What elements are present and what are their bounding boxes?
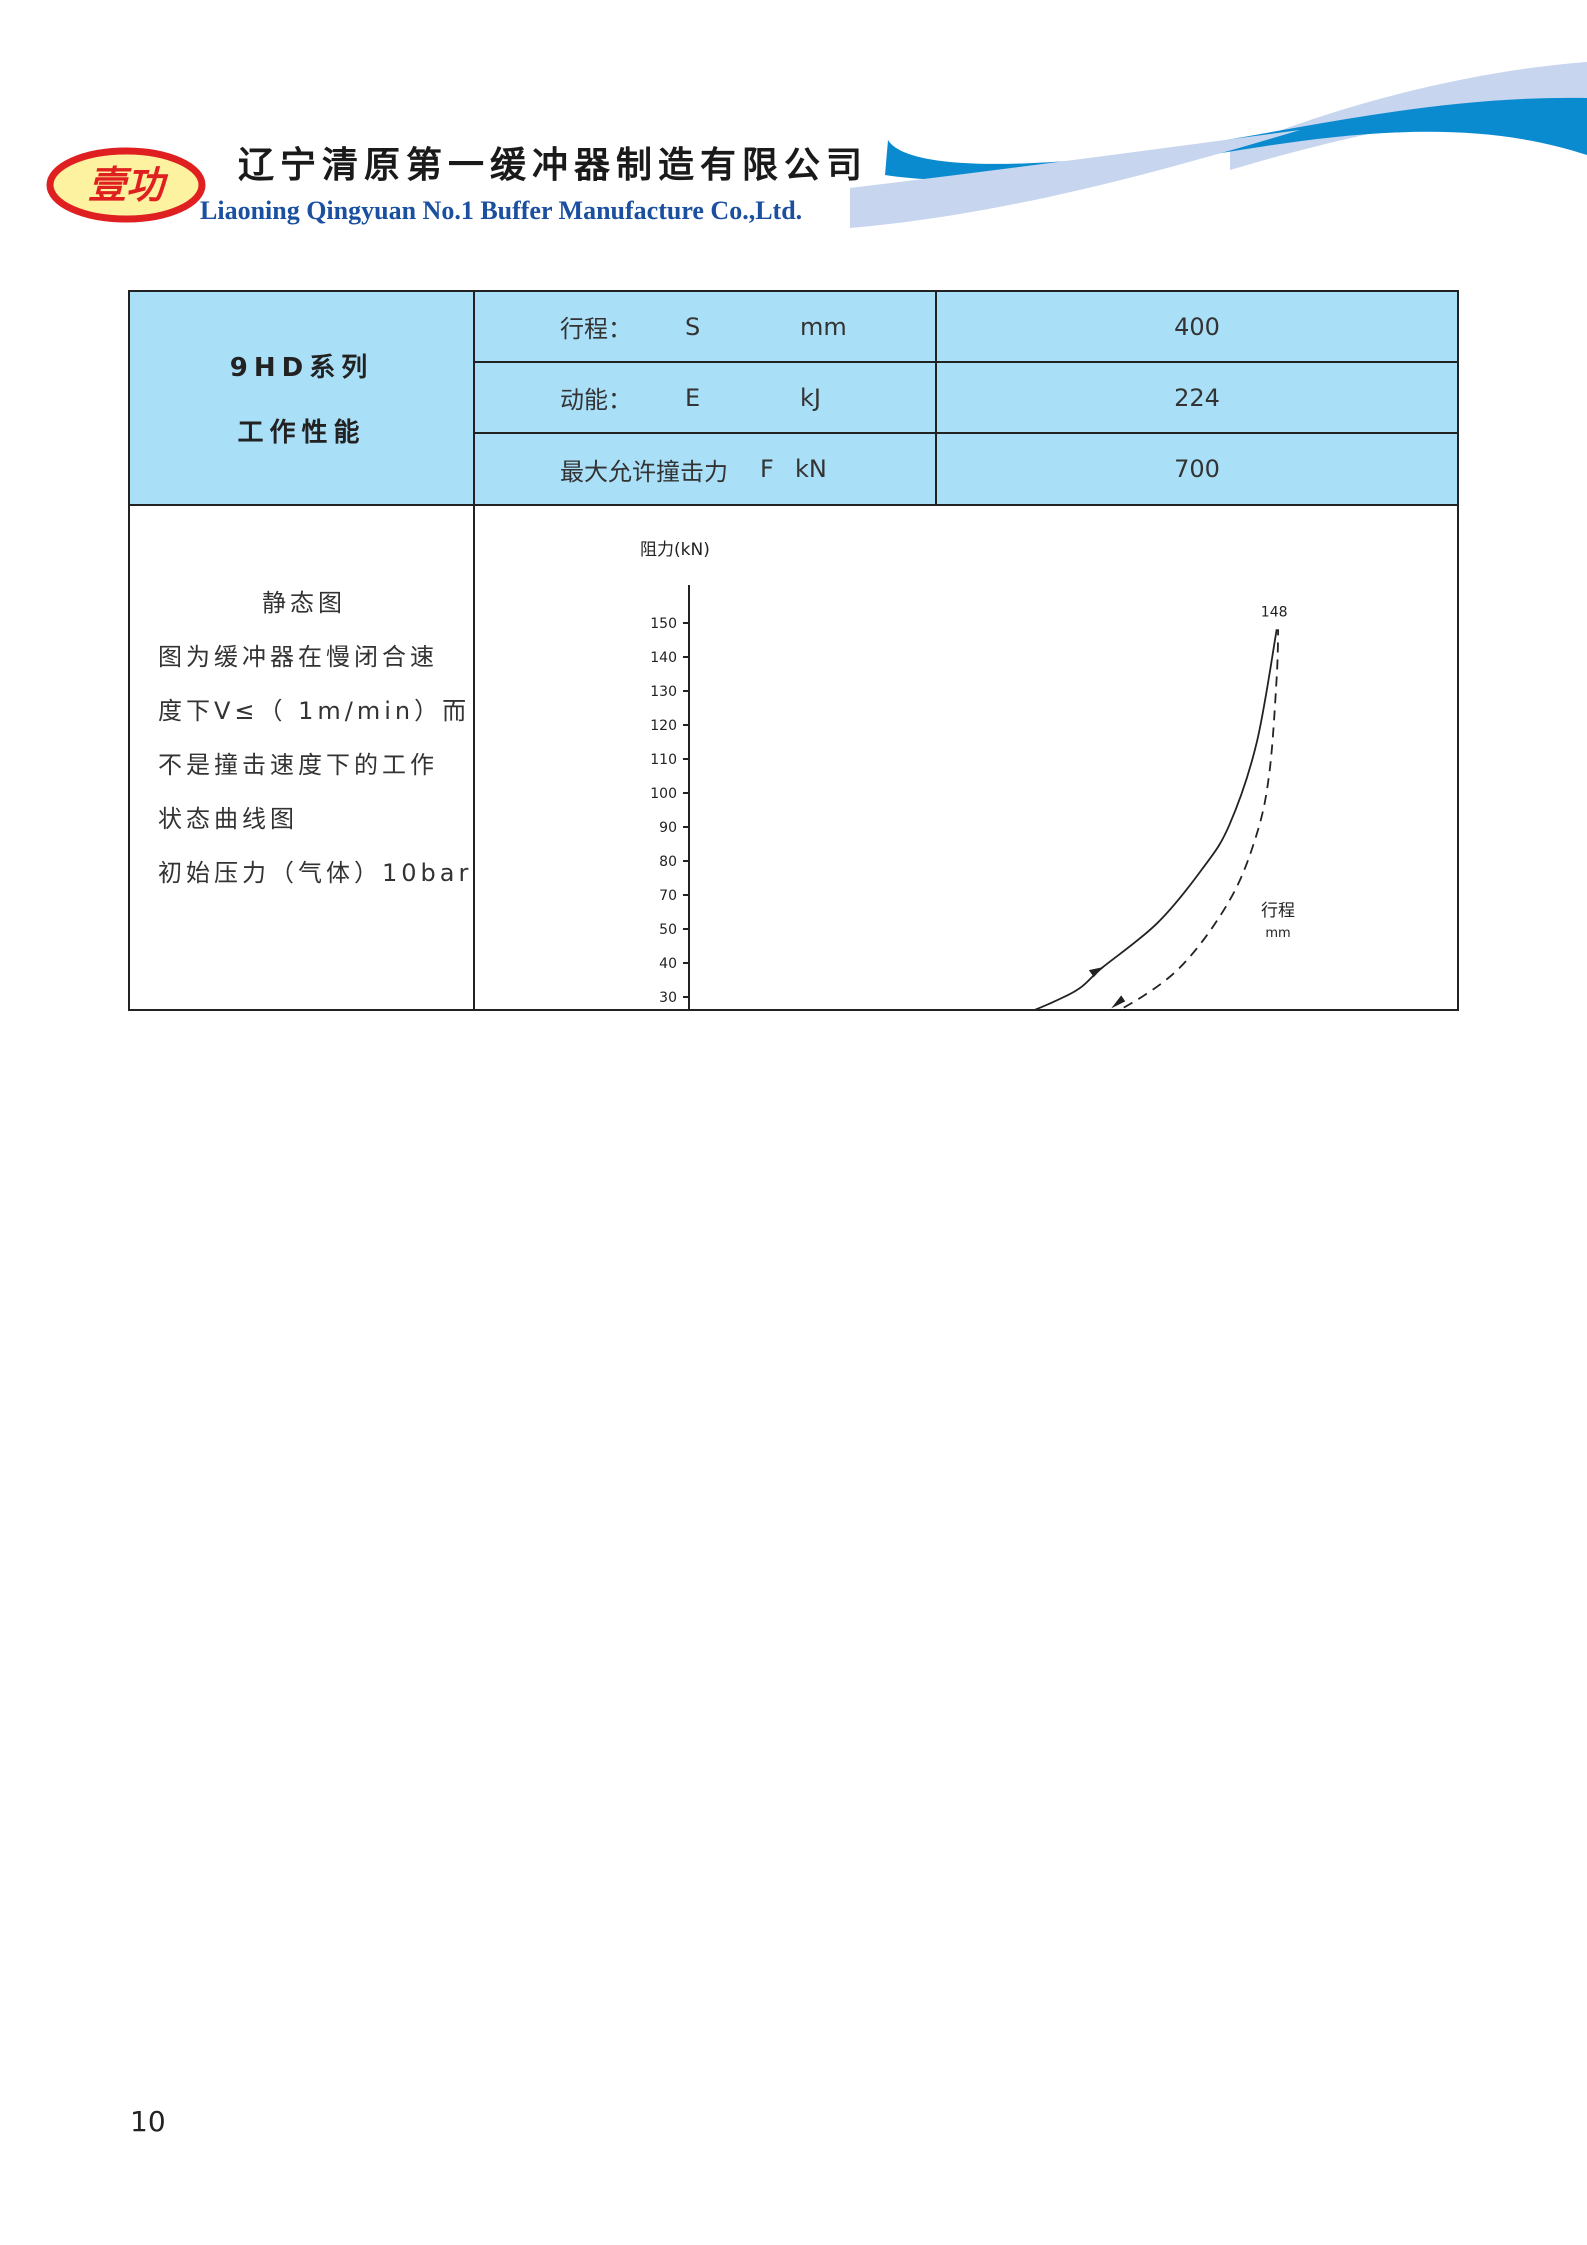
y-tick-label: 130 xyxy=(650,684,677,700)
param-symbol: E xyxy=(685,383,701,412)
description-line: 度下V≤（ 1m/min）而 xyxy=(158,697,471,725)
description-line: 状态曲线图 xyxy=(158,805,298,833)
series-subtitle: 工作性能 xyxy=(237,418,366,448)
page-number: 10 xyxy=(130,2105,166,2138)
y-tick-label: 120 xyxy=(650,718,677,734)
param-value: 400 xyxy=(1174,312,1220,341)
param-value-cell: 400 xyxy=(937,292,1457,363)
param-value-cell: 224 xyxy=(937,363,1457,434)
y-tick-label: 90 xyxy=(659,820,677,836)
description-cell: 静态图 图为缓冲器在慢闭合速 度下V≤（ 1m/min）而 不是撞击速度下的工作… xyxy=(130,506,475,1011)
return-curve xyxy=(1115,629,1280,1011)
param-label: 最大允许撞击力 xyxy=(560,457,728,486)
compression-curve xyxy=(1029,629,1278,1011)
param-value: 224 xyxy=(1174,383,1220,412)
y-tick-label: 110 xyxy=(650,752,677,768)
x-axis-label: 行程 xyxy=(1261,901,1295,921)
param-label: 动能： xyxy=(560,386,632,414)
y-tick-label: 150 xyxy=(650,616,677,632)
description-title: 静态图 xyxy=(262,589,346,617)
wave-light-lower xyxy=(850,130,1300,228)
company-name-en: Liaoning Qingyuan No.1 Buffer Manufactur… xyxy=(200,196,803,225)
header-waves: 壹功 xyxy=(46,62,1587,228)
description-line: 初始压力（气体）10bar xyxy=(158,859,473,887)
param-value-cell: 700 xyxy=(937,434,1457,506)
param-unit: kJ xyxy=(800,383,821,412)
spec-table: 9HD系列 工作性能 行程： S mm 400 动能： E kJ 224 最大允… xyxy=(128,290,1459,1011)
arrow-down-left-icon xyxy=(1111,995,1126,1009)
y-tick-label: 80 xyxy=(659,854,677,870)
peak-annotation: 148 xyxy=(1261,604,1288,620)
series-title: 9HD系列 xyxy=(229,353,374,383)
param-symbol: F xyxy=(760,455,774,483)
y-tick-label: 40 xyxy=(659,956,677,972)
svg-text:壹功: 壹功 xyxy=(88,162,169,207)
param-unit: mm xyxy=(800,312,847,341)
param-label-cell: 动能： E kJ xyxy=(475,363,937,434)
param-label-cell: 最大允许撞击力 F kN xyxy=(475,434,937,506)
series-title-cell: 9HD系列 工作性能 xyxy=(130,292,475,506)
param-unit: kN xyxy=(795,455,827,483)
param-label-cell: 行程： S mm xyxy=(475,292,937,363)
company-name-cn: 辽宁清原第一缓冲器制造有限公司 xyxy=(238,144,869,186)
y-tick-label: 140 xyxy=(650,650,677,666)
y-tick-label: 70 xyxy=(659,888,677,904)
arrow-up-right-icon xyxy=(1088,967,1103,978)
y-tick-label: 50 xyxy=(659,922,677,938)
param-symbol: S xyxy=(685,312,701,341)
y-tick-label: 100 xyxy=(650,786,677,802)
param-value: 700 xyxy=(1174,455,1220,483)
y-axis-label: 阻力(kN) xyxy=(640,540,710,560)
logo: 壹功 xyxy=(46,147,206,223)
static-characteristic-chart: 1020304050708090100110120130140150100200… xyxy=(640,540,1295,1011)
description-line: 不是撞击速度下的工作 xyxy=(158,751,438,779)
y-tick-label: 30 xyxy=(659,990,677,1006)
description-line: 图为缓冲器在慢闭合速 xyxy=(158,643,438,671)
param-label: 行程： xyxy=(560,315,632,343)
x-axis-unit: mm xyxy=(1265,926,1290,941)
